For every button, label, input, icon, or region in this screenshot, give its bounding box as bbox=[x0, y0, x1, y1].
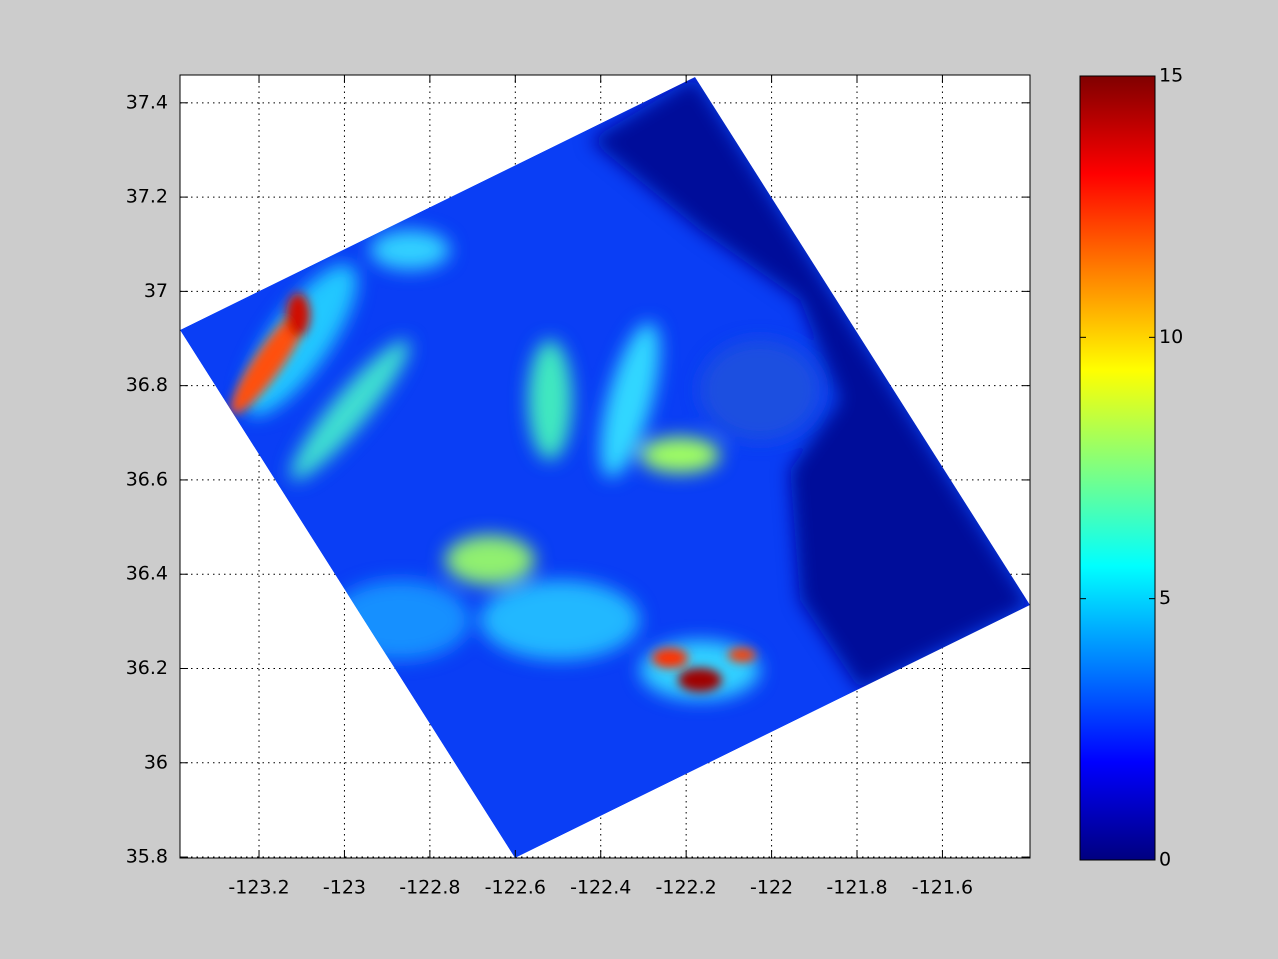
colorbar-tick-label: 0 bbox=[1159, 849, 1171, 871]
y-tick-label: 37 bbox=[144, 280, 168, 302]
y-tick-label: 37.4 bbox=[126, 91, 168, 113]
y-tick-label: 36.2 bbox=[126, 657, 168, 679]
y-tick-label: 37.2 bbox=[126, 186, 168, 208]
y-tick-label: 36.6 bbox=[126, 468, 168, 490]
y-tick-label: 36.8 bbox=[126, 374, 168, 396]
colorbar-tick-label: 15 bbox=[1159, 65, 1183, 87]
x-tick-label: -123.2 bbox=[228, 877, 289, 899]
y-tick-label: 36.4 bbox=[126, 563, 168, 585]
colorbar-tick-label: 5 bbox=[1159, 587, 1171, 609]
y-tick-label: 35.8 bbox=[126, 846, 168, 868]
colorbar bbox=[1080, 76, 1155, 860]
figure: -123.2 -123 -122.8 -122.6 -122.4 -122.2 -122 -1… bbox=[0, 0, 1278, 959]
x-tick-label: -122.4 bbox=[570, 877, 631, 899]
x-tick-label: -122.6 bbox=[485, 877, 546, 899]
x-tick-label: -122.8 bbox=[399, 877, 460, 899]
x-tick-label: -121.8 bbox=[826, 877, 887, 899]
x-tick-label: -123 bbox=[323, 877, 366, 899]
colorbar-tick-label: 10 bbox=[1159, 326, 1183, 348]
y-tick-label: 36 bbox=[144, 751, 168, 773]
x-tick-label: -121.6 bbox=[912, 877, 973, 899]
x-tick-label: -122 bbox=[750, 877, 793, 899]
x-tick-label: -122.2 bbox=[656, 877, 717, 899]
